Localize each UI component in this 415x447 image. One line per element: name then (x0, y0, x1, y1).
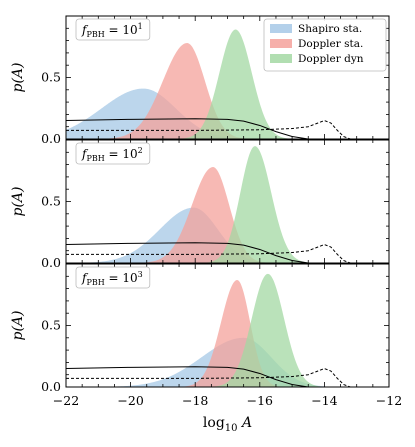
panel-3: 0.0 0.5 p(A) fPBH = 103 (10, 263, 390, 394)
panel-annotation: fPBH = 101 (75, 18, 151, 41)
y-axis-title: p(A) (10, 187, 26, 217)
solid-reference-line (66, 366, 389, 387)
plot-area (66, 273, 389, 387)
plot-area (66, 146, 389, 263)
y-tick-label: 0.5 (41, 70, 61, 85)
annotation-text: fPBH = 102 (81, 146, 143, 163)
annotation-box (75, 18, 151, 41)
legend-box (263, 18, 387, 72)
series-doppler-sta (66, 279, 389, 387)
panel-2: 0.0 0.5 p(A) fPBH = 102 (10, 139, 390, 270)
legend-label-doppler-sta: Doppler sta. (298, 38, 363, 50)
legend-swatch-doppler-dyn (270, 54, 292, 63)
dashed-reference-line (66, 244, 389, 263)
dashed-reference-line (66, 120, 389, 139)
legend-label-doppler-dyn: Doppler dyn (298, 53, 364, 65)
y-tick-label: 0.0 (41, 255, 61, 270)
legend-swatch-shapiro-sta (270, 24, 292, 33)
x-tick-label: −18 (182, 393, 208, 408)
annotation-text: fPBH = 101 (81, 22, 143, 39)
series-doppler-sta (66, 167, 389, 263)
annotation-text: fPBH = 103 (81, 270, 143, 287)
x-tick-label: −12 (376, 393, 402, 408)
panel-annotation: fPBH = 103 (75, 266, 151, 289)
dashed-reference-line (66, 368, 389, 387)
legend: Shapiro sta. Doppler sta. Doppler dyn (263, 18, 387, 72)
x-tick-label: −14 (311, 393, 337, 408)
x-tick-label: −16 (247, 393, 273, 408)
y-axis-title: p(A) (10, 311, 26, 341)
series-doppler-dyn (66, 29, 389, 139)
annotation-box (75, 266, 151, 289)
x-axis-title: log10 A (203, 415, 252, 434)
x-tick-label: −20 (117, 393, 143, 408)
x-tick-label: −22 (53, 393, 79, 408)
x-axis: −22 −20 −18 −16 −14 −12 (53, 393, 402, 408)
panel-annotation: fPBH = 102 (75, 142, 151, 165)
y-tick-label: 0.0 (41, 379, 61, 394)
series-shapiro-sta (66, 207, 389, 263)
solid-reference-line (66, 118, 389, 139)
y-tick-label: 0.0 (41, 131, 61, 146)
y-tick-label: 0.5 (41, 194, 61, 209)
y-tick-label: 0.5 (41, 318, 61, 333)
y-axis-title: p(A) (10, 63, 26, 93)
panels: 0.0 0.5 p(A) fPBH = 101 Shapiro sta. Doppler … (10, 15, 390, 394)
legend-swatch-doppler-sta (270, 39, 292, 48)
solid-reference-line (66, 242, 389, 263)
plot-area (66, 29, 389, 139)
legend-label-shapiro-sta: Shapiro sta. (298, 23, 362, 35)
panel-1: 0.0 0.5 p(A) fPBH = 101 Shapiro sta. Doppler … (10, 15, 390, 146)
annotation-box (75, 142, 151, 165)
